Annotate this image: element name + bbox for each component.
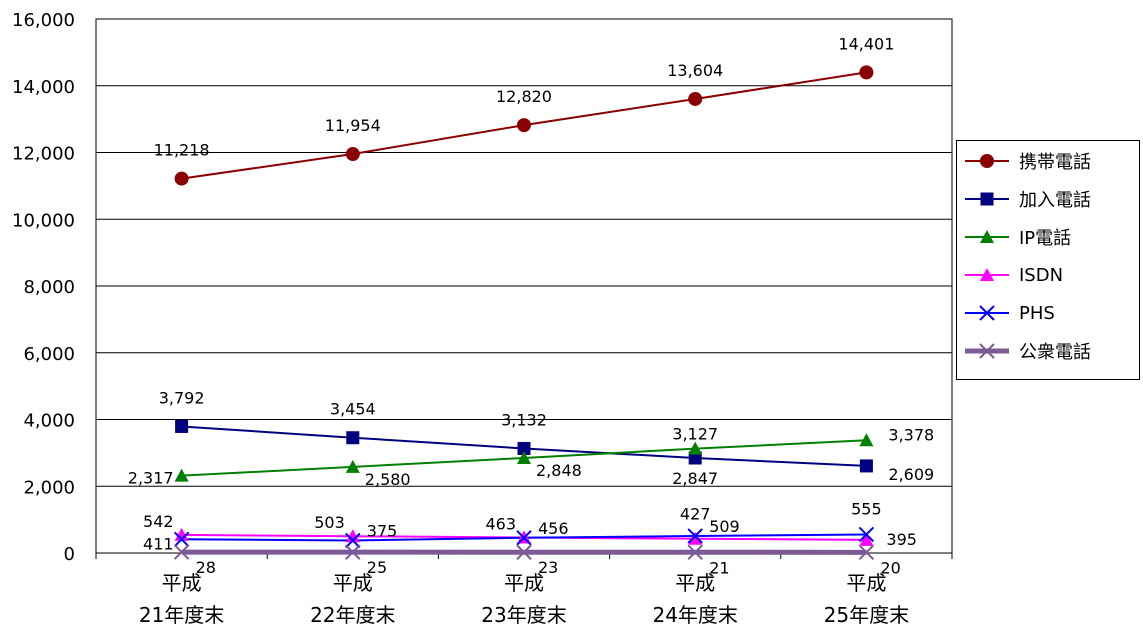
legend-item: PHS — [957, 299, 1055, 327]
data-label: 13,604 — [667, 61, 723, 80]
data-label: 11,218 — [154, 141, 210, 160]
data-label: 3,378 — [888, 425, 934, 444]
data-label: 2,580 — [365, 470, 411, 489]
legend-label: IP電話 — [1019, 224, 1071, 250]
data-label: 20 — [880, 558, 900, 577]
data-point — [860, 459, 873, 472]
data-label: 3,792 — [159, 388, 205, 407]
data-label: 375 — [367, 521, 398, 540]
y-tick-label: 2,000 — [23, 477, 75, 498]
data-label: 11,954 — [325, 116, 381, 135]
data-label: 12,820 — [496, 87, 552, 106]
data-label: 503 — [314, 513, 345, 532]
y-tick-label: 12,000 — [12, 144, 75, 165]
y-tick-label: 14,000 — [12, 77, 75, 98]
legend-label: 加入電話 — [1019, 186, 1091, 212]
legend-swatch-icon — [957, 341, 1017, 361]
legend-swatch-icon — [957, 227, 1017, 247]
data-label: 2,317 — [128, 469, 174, 488]
y-tick-label: 8,000 — [23, 277, 75, 298]
data-label: 2,848 — [536, 461, 582, 480]
data-label: 555 — [851, 499, 882, 518]
legend-label: ISDN — [1019, 265, 1063, 286]
data-point — [860, 66, 873, 79]
legend-swatch-icon — [957, 189, 1017, 209]
legend-item: IP電話 — [957, 223, 1071, 251]
legend-item: 加入電話 — [957, 185, 1091, 213]
data-point — [175, 420, 188, 433]
legend-item: 公衆電話 — [957, 337, 1091, 365]
y-tick-label: 16,000 — [12, 10, 75, 31]
data-label: 395 — [886, 530, 917, 549]
data-label: 463 — [485, 515, 516, 534]
data-label: 14,401 — [838, 34, 894, 53]
legend-label: PHS — [1019, 303, 1055, 324]
data-label: 542 — [143, 512, 174, 531]
data-label: 509 — [709, 517, 740, 536]
data-point — [175, 172, 188, 185]
x-tick-label: 21年度末 — [139, 603, 224, 627]
data-label: 28 — [196, 558, 216, 577]
data-point — [346, 148, 359, 161]
data-point — [518, 119, 531, 132]
legend-swatch-icon — [957, 303, 1017, 323]
legend-marker — [981, 155, 994, 168]
data-label: 456 — [538, 519, 569, 538]
data-label: 23 — [538, 558, 558, 577]
data-label: 3,454 — [330, 400, 376, 419]
data-label: 411 — [143, 534, 174, 553]
x-tick-label: 22年度末 — [310, 603, 395, 627]
legend-swatch-icon — [957, 151, 1017, 171]
x-tick-label: 25年度末 — [824, 603, 909, 627]
data-point — [346, 431, 359, 444]
legend-label: 携帯電話 — [1019, 148, 1091, 174]
y-tick-label: 6,000 — [23, 344, 75, 365]
data-label: 3,132 — [501, 410, 547, 429]
legend-item: 携帯電話 — [957, 147, 1091, 175]
data-label: 2,609 — [888, 465, 934, 484]
data-label: 2,847 — [672, 469, 718, 488]
data-label: 3,127 — [672, 425, 718, 444]
legend-marker — [981, 193, 994, 206]
data-label: 21 — [709, 558, 729, 577]
data-label: 427 — [680, 505, 711, 524]
legend: 携帯電話 加入電話 IP電話 ISDN PHS 公衆電話 — [956, 140, 1140, 380]
x-tick-label: 23年度末 — [481, 603, 566, 627]
data-label: 25 — [367, 558, 387, 577]
y-tick-label: 10,000 — [12, 210, 75, 231]
legend-label: 公衆電話 — [1019, 338, 1091, 364]
x-tick-label: 24年度末 — [652, 603, 737, 627]
y-tick-label: 0 — [64, 544, 75, 565]
legend-swatch-icon — [957, 265, 1017, 285]
y-tick-label: 4,000 — [23, 411, 75, 432]
data-point — [689, 92, 702, 105]
legend-item: ISDN — [957, 261, 1063, 289]
